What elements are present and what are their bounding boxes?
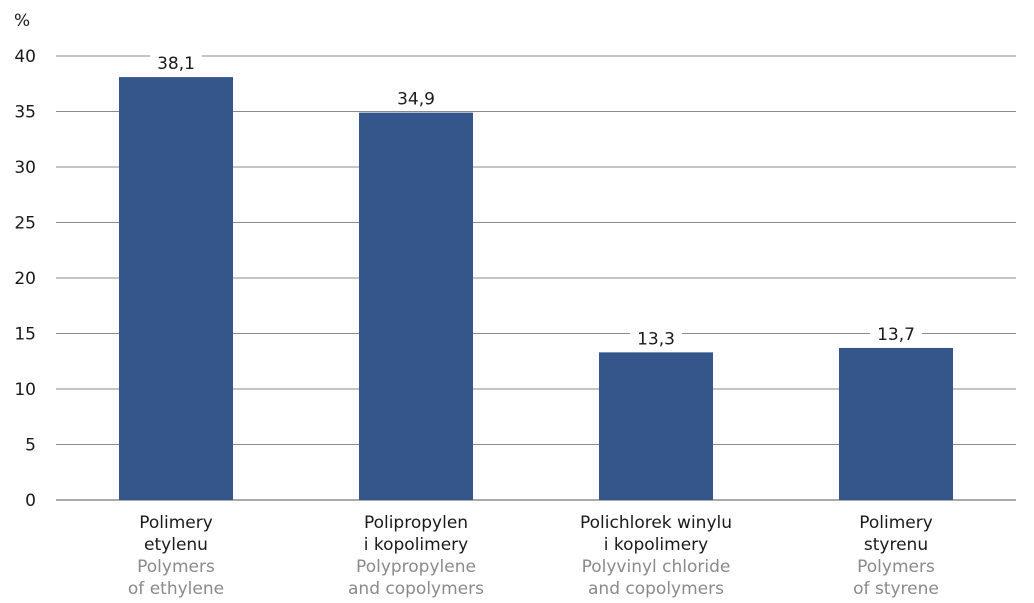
category-label-pl: i kopolimery [604,535,708,555]
bar [839,347,953,500]
category-label-pl: styrenu [864,535,928,555]
category-label-en: Polymers [857,557,935,577]
category-label-pl: Polimery [859,513,933,533]
category-label-pl: Polichlorek winylu [580,513,732,533]
value-label: 13,7 [877,325,915,345]
bar [599,352,713,500]
category-label-en: Polymers [137,557,215,577]
y-tick-label: 0 [25,491,36,511]
bars [119,77,953,501]
bar [119,77,233,500]
category-label-en: of ethylene [128,579,224,599]
category-label-pl: i kopolimery [364,535,468,555]
category-label-pl: Polipropylen [364,513,468,533]
category-label-en: Polypropylene [356,557,476,577]
y-tick-label: 5 [25,436,36,456]
bar [359,112,473,501]
category-label-en: and copolymers [588,579,724,599]
value-label-background [630,328,682,349]
y-tick-label: 30 [14,158,36,178]
category-label-en: and copolymers [348,579,484,599]
y-tick-label: 35 [14,103,36,123]
y-axis-ticks: 0 5 10 15 20 25 30 35 40 [14,47,36,511]
value-label-background [150,53,202,74]
y-tick-label: 15 [14,325,36,345]
y-tick-label: 25 [14,214,36,234]
y-tick-label: 40 [14,47,36,67]
value-label-background [390,88,442,109]
category-label-pl: Polimery [139,513,213,533]
value-label-background [870,323,922,344]
category-label-en: of styrene [853,579,939,599]
category-label-pl: etylenu [144,535,208,555]
value-labels: 38,1 34,9 13,3 13,7 [150,53,922,349]
y-axis-unit: % [14,11,30,31]
category-label-en: Polyvinyl chloride [582,557,731,577]
value-label: 13,3 [637,329,675,349]
value-label: 34,9 [397,90,435,110]
y-tick-label: 10 [14,380,36,400]
value-label: 38,1 [157,54,195,74]
y-tick-label: 20 [14,269,36,289]
